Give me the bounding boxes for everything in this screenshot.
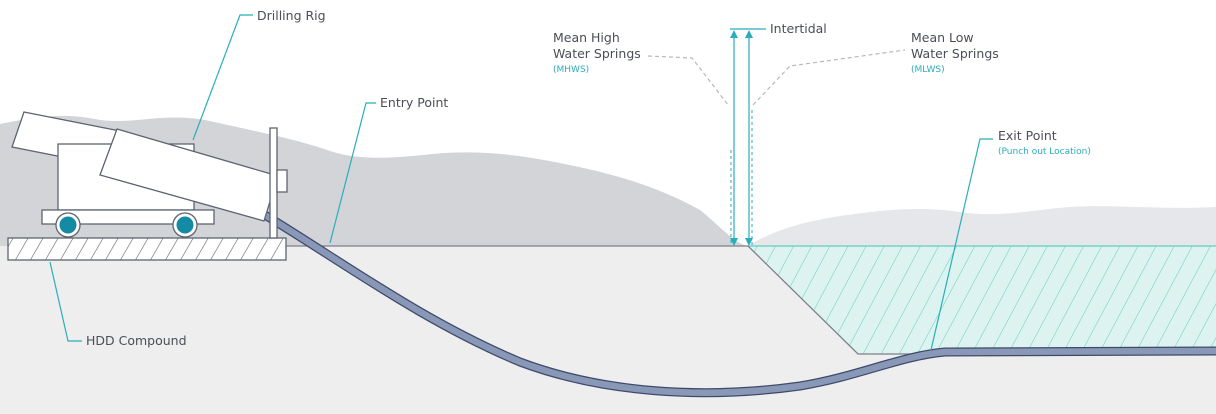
mlws-label-line1: Mean Low bbox=[911, 30, 974, 45]
mlws-label-line2: Water Springs bbox=[911, 46, 999, 61]
mlws-leader bbox=[752, 49, 906, 106]
sea-hills bbox=[748, 206, 1216, 246]
mhws-abbr: (MHWS) bbox=[553, 65, 589, 75]
rig-wheel-front-hub bbox=[176, 216, 194, 234]
mhws-arrow-bottom bbox=[730, 238, 738, 246]
exit-point-sublabel: (Punch out Location) bbox=[998, 147, 1091, 157]
ground-surface-line bbox=[282, 245, 935, 355]
mlws-arrow-bottom bbox=[745, 238, 753, 246]
mhws-label-line2: Water Springs bbox=[553, 46, 641, 61]
hdd-compound-leader bbox=[49, 261, 82, 342]
intertidal-range bbox=[730, 28, 766, 246]
drilling-rig bbox=[11, 111, 288, 239]
drilling-rig-label: Drilling Rig bbox=[257, 8, 326, 23]
entry-point-label: Entry Point bbox=[380, 95, 448, 110]
mlws-arrow-top bbox=[745, 30, 753, 38]
exit-point-leader bbox=[930, 138, 993, 351]
rig-wheel-rear-hub bbox=[59, 216, 77, 234]
ground-section bbox=[0, 246, 1216, 414]
drilled-pipe-fill bbox=[258, 209, 1216, 396]
hdd-compound-label: HDD Compound bbox=[86, 333, 187, 348]
mhws-arrow-top bbox=[730, 30, 738, 38]
intertidal-label: Intertidal bbox=[770, 21, 827, 36]
rig-drill-boom bbox=[99, 128, 279, 222]
mlws-abbr: (MLWS) bbox=[911, 65, 945, 75]
drilling-rig-leader bbox=[192, 14, 253, 141]
mhws-leader bbox=[647, 55, 730, 107]
exit-point-label: Exit Point bbox=[998, 128, 1057, 143]
hdd-pad-hatch bbox=[8, 238, 286, 260]
rig-stop-post bbox=[269, 127, 278, 239]
sea-water-hatch bbox=[748, 246, 1216, 354]
rig-stop-bracket bbox=[276, 169, 288, 193]
mhws-label-line1: Mean High bbox=[553, 30, 620, 45]
entry-point-leader bbox=[329, 102, 376, 244]
rig-chassis bbox=[41, 209, 215, 225]
